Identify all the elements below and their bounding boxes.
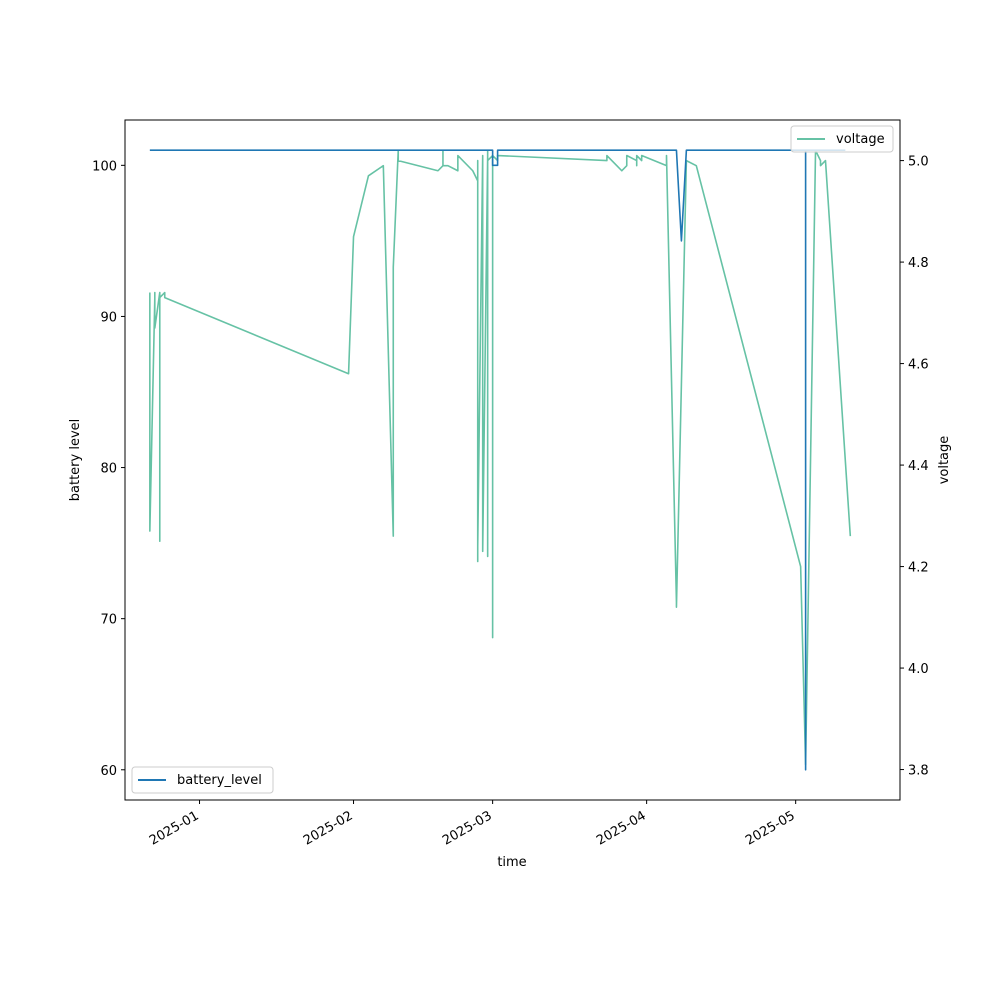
x-axis-title: time xyxy=(497,855,526,870)
voltage-series-layer xyxy=(149,149,852,766)
left-y-tick-label: 80 xyxy=(100,462,117,477)
legend-voltage-box xyxy=(790,125,894,153)
right-y-axis-title: voltage xyxy=(937,436,952,485)
right-y-tick-label: 4.6 xyxy=(908,358,929,373)
legend-battery-level: battery_level xyxy=(131,766,274,794)
plot-frame xyxy=(124,119,901,801)
left-y-axis-title: battery level xyxy=(68,419,83,502)
battery-series-layer xyxy=(149,149,846,771)
battery-level-line xyxy=(149,149,846,771)
right-y-tick-label: 3.8 xyxy=(908,764,929,779)
plot-area xyxy=(125,120,900,800)
left-y-axis-ticks: 60 70 80 90 100 xyxy=(92,159,125,779)
legend-voltage: voltage xyxy=(790,125,894,153)
right-y-tick-label: 4.0 xyxy=(908,662,929,677)
left-y-tick-label: 70 xyxy=(100,613,117,628)
right-y-tick-label: 4.4 xyxy=(908,459,929,474)
right-y-tick-label: 4.8 xyxy=(908,256,929,271)
right-y-tick-label: 4.2 xyxy=(908,561,929,576)
right-y-axis-ticks: 3.8 4.0 4.2 4.4 4.6 4.8 5.0 xyxy=(900,155,929,779)
legend-voltage-label: voltage xyxy=(836,132,885,147)
voltage-line xyxy=(149,149,852,766)
legend-battery-level-box xyxy=(131,766,274,794)
right-y-tick-label: 5.0 xyxy=(908,155,929,170)
legend-battery-level-label: battery_level xyxy=(177,773,262,788)
left-y-tick-label: 90 xyxy=(100,310,117,325)
left-y-tick-label: 60 xyxy=(100,764,117,779)
left-y-tick-label: 100 xyxy=(92,159,117,174)
